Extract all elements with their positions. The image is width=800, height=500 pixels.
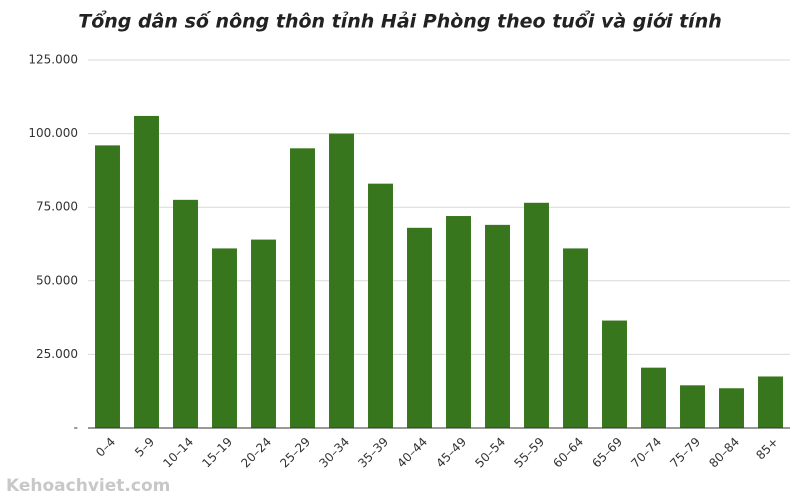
bar [680,385,705,428]
y-tick-label: 75.000 [36,200,78,214]
x-tick-label: 80–84 [706,435,742,471]
x-tick-label: 35–39 [355,435,391,471]
x-tick-label: 10–14 [160,435,196,471]
bar [290,148,315,428]
bar [251,239,276,428]
bar [212,248,237,428]
x-tick-label: 40–44 [394,435,430,471]
bar [173,199,198,428]
bar [446,216,471,428]
x-tick-label: 15–19 [199,435,235,471]
bar [329,133,354,428]
y-tick-label: 100.000 [28,126,78,140]
x-tick-label: 50–54 [472,435,508,471]
watermark: Kehoachviet.com [6,476,170,496]
y-tick-label: 25.000 [36,347,78,361]
bar [719,388,744,428]
bar [758,376,783,428]
x-tick-label: 25–29 [277,435,313,471]
x-tick-label: 5–9 [132,435,157,460]
chart-title: Tổng dân số nông thôn tỉnh Hải Phòng the… [78,10,722,33]
bar [134,115,159,428]
bar [563,248,588,428]
x-tick-label: 70–74 [628,435,664,471]
bar [485,224,510,428]
bar [407,227,432,428]
bar [641,367,666,428]
x-tick-label: 85+ [753,435,781,463]
bar [368,183,393,428]
x-tick-label: 30–34 [316,435,352,471]
bar [95,145,120,428]
y-tick-label: - [74,421,78,435]
y-tick-label: 50.000 [36,273,78,287]
bar [524,202,549,428]
x-tick-label: 45–49 [433,435,469,471]
x-tick-label: 0–4 [93,435,118,460]
x-tick-label: 20–24 [238,435,274,471]
y-tick-label: 125.000 [28,53,78,67]
x-tick-label: 60–64 [550,435,586,471]
x-tick-label: 65–69 [589,435,625,471]
x-tick-label: 75–79 [667,435,703,471]
x-tick-label: 55–59 [511,435,547,471]
bar [602,320,627,428]
